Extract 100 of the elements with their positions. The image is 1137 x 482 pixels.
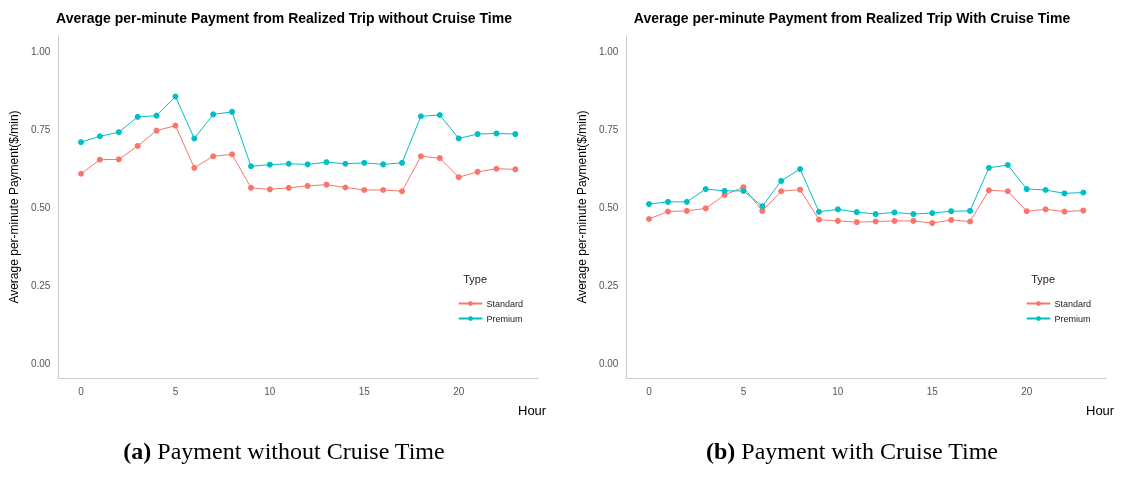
point [967, 207, 974, 214]
point [948, 208, 955, 215]
point [967, 218, 974, 225]
point [646, 216, 653, 223]
x-axis-title: Hour [1086, 403, 1115, 418]
point [474, 168, 481, 175]
y-tick-label: 0.75 [30, 124, 51, 136]
x-tick-label: 5 [172, 385, 179, 397]
point [910, 217, 917, 224]
x-tick-label: 10 [832, 385, 844, 397]
point [929, 210, 936, 217]
point [134, 142, 141, 149]
point [399, 188, 406, 195]
legend-title: Type [1031, 272, 1056, 285]
x-tick-label: 0 [646, 385, 653, 397]
y-tick-label: 1.00 [30, 46, 51, 58]
point [417, 113, 424, 120]
text: (a) Payment without Cruise Time [123, 438, 445, 464]
y-tick-label: 0.25 [30, 280, 51, 292]
point [797, 166, 804, 173]
legend-label: Standard [486, 298, 523, 309]
point [134, 113, 141, 120]
point [872, 211, 879, 218]
x-tick-label: 20 [1021, 385, 1033, 397]
point [436, 155, 443, 162]
point [1061, 208, 1068, 215]
x-tick-label: 5 [740, 385, 747, 397]
point [834, 217, 841, 224]
point [493, 130, 500, 137]
point [115, 156, 122, 163]
point [721, 187, 728, 194]
point [985, 187, 992, 194]
point [285, 160, 292, 167]
point [172, 122, 179, 129]
point [778, 188, 785, 195]
point [304, 161, 311, 168]
point [891, 209, 898, 216]
point [78, 139, 85, 146]
point [210, 111, 217, 118]
point [815, 208, 822, 215]
point [380, 186, 387, 193]
point [455, 174, 462, 181]
point [417, 153, 424, 160]
point [304, 182, 311, 189]
point [361, 186, 368, 193]
point [172, 93, 179, 100]
legend-label: Premium [486, 313, 523, 324]
y-axis-title: Average per-minute Payment($/min) [575, 110, 589, 304]
point [853, 219, 860, 226]
point [702, 205, 709, 212]
y-tick-label: 0.25 [598, 280, 619, 292]
point [815, 216, 822, 223]
x-tick-label: 10 [264, 385, 276, 397]
x-axis-title: Hour [518, 403, 547, 418]
chart-title: Average per-minute Payment from Realized Trip without Cruise Time [56, 10, 513, 26]
y-tick-label: 0.75 [598, 124, 619, 136]
point [1004, 161, 1011, 168]
point [78, 170, 85, 177]
x-tick-label: 15 [926, 385, 939, 397]
point [910, 211, 917, 218]
point [891, 217, 898, 224]
point [664, 198, 671, 205]
point [1042, 206, 1049, 213]
point [778, 177, 785, 184]
y-tick-label: 1.00 [598, 46, 619, 58]
point [247, 184, 254, 191]
point [153, 127, 160, 134]
point [1042, 186, 1049, 193]
point [683, 198, 690, 205]
point [474, 131, 481, 138]
point [948, 216, 955, 223]
point [985, 164, 992, 171]
point [342, 160, 349, 167]
point [493, 165, 500, 172]
y-tick-label: 0.50 [30, 202, 51, 214]
point [646, 201, 653, 208]
point [1080, 207, 1087, 214]
point [96, 133, 103, 140]
x-tick-label: 15 [358, 385, 371, 397]
point [323, 159, 330, 166]
x-tick-label: 0 [78, 385, 85, 397]
text: (b) Payment with Cruise Time [705, 438, 999, 464]
chart-title: Average per-minute Payment from Realized Trip With Cruise Time [633, 10, 1071, 26]
point [361, 159, 368, 166]
point [834, 206, 841, 213]
legend-title: Type [463, 272, 488, 285]
legend-label: Premium [1054, 313, 1091, 324]
y-tick-label: 0.00 [30, 358, 51, 370]
point [1004, 188, 1011, 195]
point [853, 209, 860, 216]
point [683, 207, 690, 214]
point [266, 186, 273, 193]
point [210, 153, 217, 160]
point [266, 161, 273, 168]
legend-label: Standard [1054, 298, 1091, 309]
point [1023, 208, 1030, 215]
point [664, 208, 671, 215]
y-axis-title: Average per-minute Payment($/min) [7, 110, 21, 304]
x-tick-label: 20 [453, 385, 465, 397]
point [285, 184, 292, 191]
